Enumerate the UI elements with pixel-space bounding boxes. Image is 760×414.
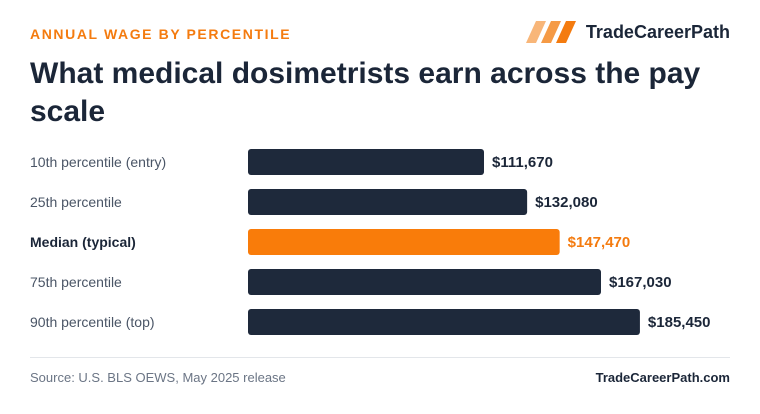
bar (248, 189, 528, 215)
value-label: $147,470 (568, 234, 631, 251)
footer-divider (30, 357, 730, 358)
value-label: $111,670 (492, 154, 553, 171)
value-label: $132,080 (535, 194, 598, 211)
value-label: $167,030 (609, 274, 672, 291)
chart-title: What medical dosimetrists earn across th… (30, 57, 701, 128)
category-label: 10th percentile (entry) (30, 154, 166, 170)
bar (248, 269, 601, 295)
category-label: 25th percentile (30, 194, 122, 210)
bar (248, 309, 640, 335)
chart-eyebrow: ANNUAL WAGE BY PERCENTILE (30, 26, 292, 42)
bar (248, 149, 484, 175)
source-note: Source: U.S. BLS OEWS, May 2025 release (30, 370, 286, 385)
category-label: 75th percentile (30, 274, 122, 290)
slanted-stripes-logo-icon (525, 21, 576, 43)
site-url[interactable]: TradeCareerPath.com (595, 370, 730, 385)
category-label: Median (typical) (30, 234, 136, 250)
brand-name: TradeCareerPath (585, 21, 730, 42)
bar-highlight (248, 229, 560, 255)
brand[interactable]: TradeCareerPath (525, 21, 730, 43)
value-label: $185,450 (648, 314, 711, 331)
category-label: 90th percentile (top) (30, 314, 155, 330)
